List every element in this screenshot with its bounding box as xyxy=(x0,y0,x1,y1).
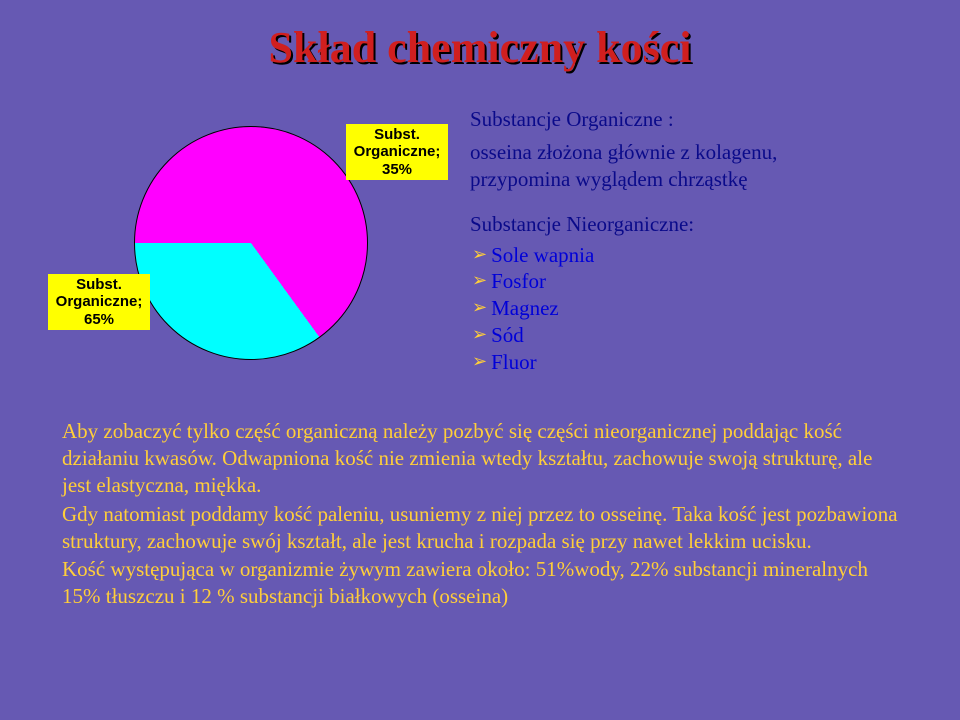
bullet-item: ➢Magnez xyxy=(472,295,918,322)
bullet-text: Fluor xyxy=(491,349,537,376)
body-paragraph: Aby zobaczyć tylko część organiczną nale… xyxy=(62,418,898,499)
bullet-item: ➢Sole wapnia xyxy=(472,242,918,269)
bullet-marker-icon: ➢ xyxy=(472,268,487,292)
intro-heading: Substancje Organiczne : xyxy=(470,106,918,133)
bullet-text: Magnez xyxy=(491,295,559,322)
pie-graphic xyxy=(134,126,366,358)
bullet-item: ➢Fluor xyxy=(472,349,918,376)
bullet-text: Sód xyxy=(491,322,524,349)
intro-line: przypomina wyglądem chrząstkę xyxy=(470,166,918,193)
bullet-text: Sole wapnia xyxy=(491,242,594,269)
bullet-marker-icon: ➢ xyxy=(472,349,487,373)
body-paragraph: Kość występująca w organizmie żywym zawi… xyxy=(62,556,898,610)
bullet-item: ➢Sód xyxy=(472,322,918,349)
bullets-block: Substancje Nieorganiczne: ➢Sole wapnia ➢… xyxy=(470,211,918,376)
pie-label-left: Subst.Organiczne;65% xyxy=(48,274,150,330)
pie-label-right: Subst.Organiczne;35% xyxy=(346,124,448,180)
bullet-marker-icon: ➢ xyxy=(472,295,487,319)
intro-text: Substancje Organiczne : osseina złożona … xyxy=(470,106,918,376)
body-paragraph: Gdy natomiast poddamy kość paleniu, usun… xyxy=(62,501,898,555)
bullet-marker-icon: ➢ xyxy=(472,242,487,266)
bullet-marker-icon: ➢ xyxy=(472,322,487,346)
body-text: Aby zobaczyć tylko część organiczną nale… xyxy=(62,418,898,612)
intro-line: osseina złożona głównie z kolagenu, xyxy=(470,139,918,166)
bullet-text: Fosfor xyxy=(491,268,546,295)
pie-chart: Subst.Organiczne;65% Subst.Organiczne;35… xyxy=(48,96,448,396)
bullet-item: ➢Fosfor xyxy=(472,268,918,295)
slide-title: Skład chemiczny kości xyxy=(0,22,960,73)
bullets-heading: Substancje Nieorganiczne: xyxy=(470,211,918,238)
slide: Skład chemiczny kości Subst.Organiczne;6… xyxy=(0,0,960,720)
pie-circle xyxy=(134,126,368,360)
